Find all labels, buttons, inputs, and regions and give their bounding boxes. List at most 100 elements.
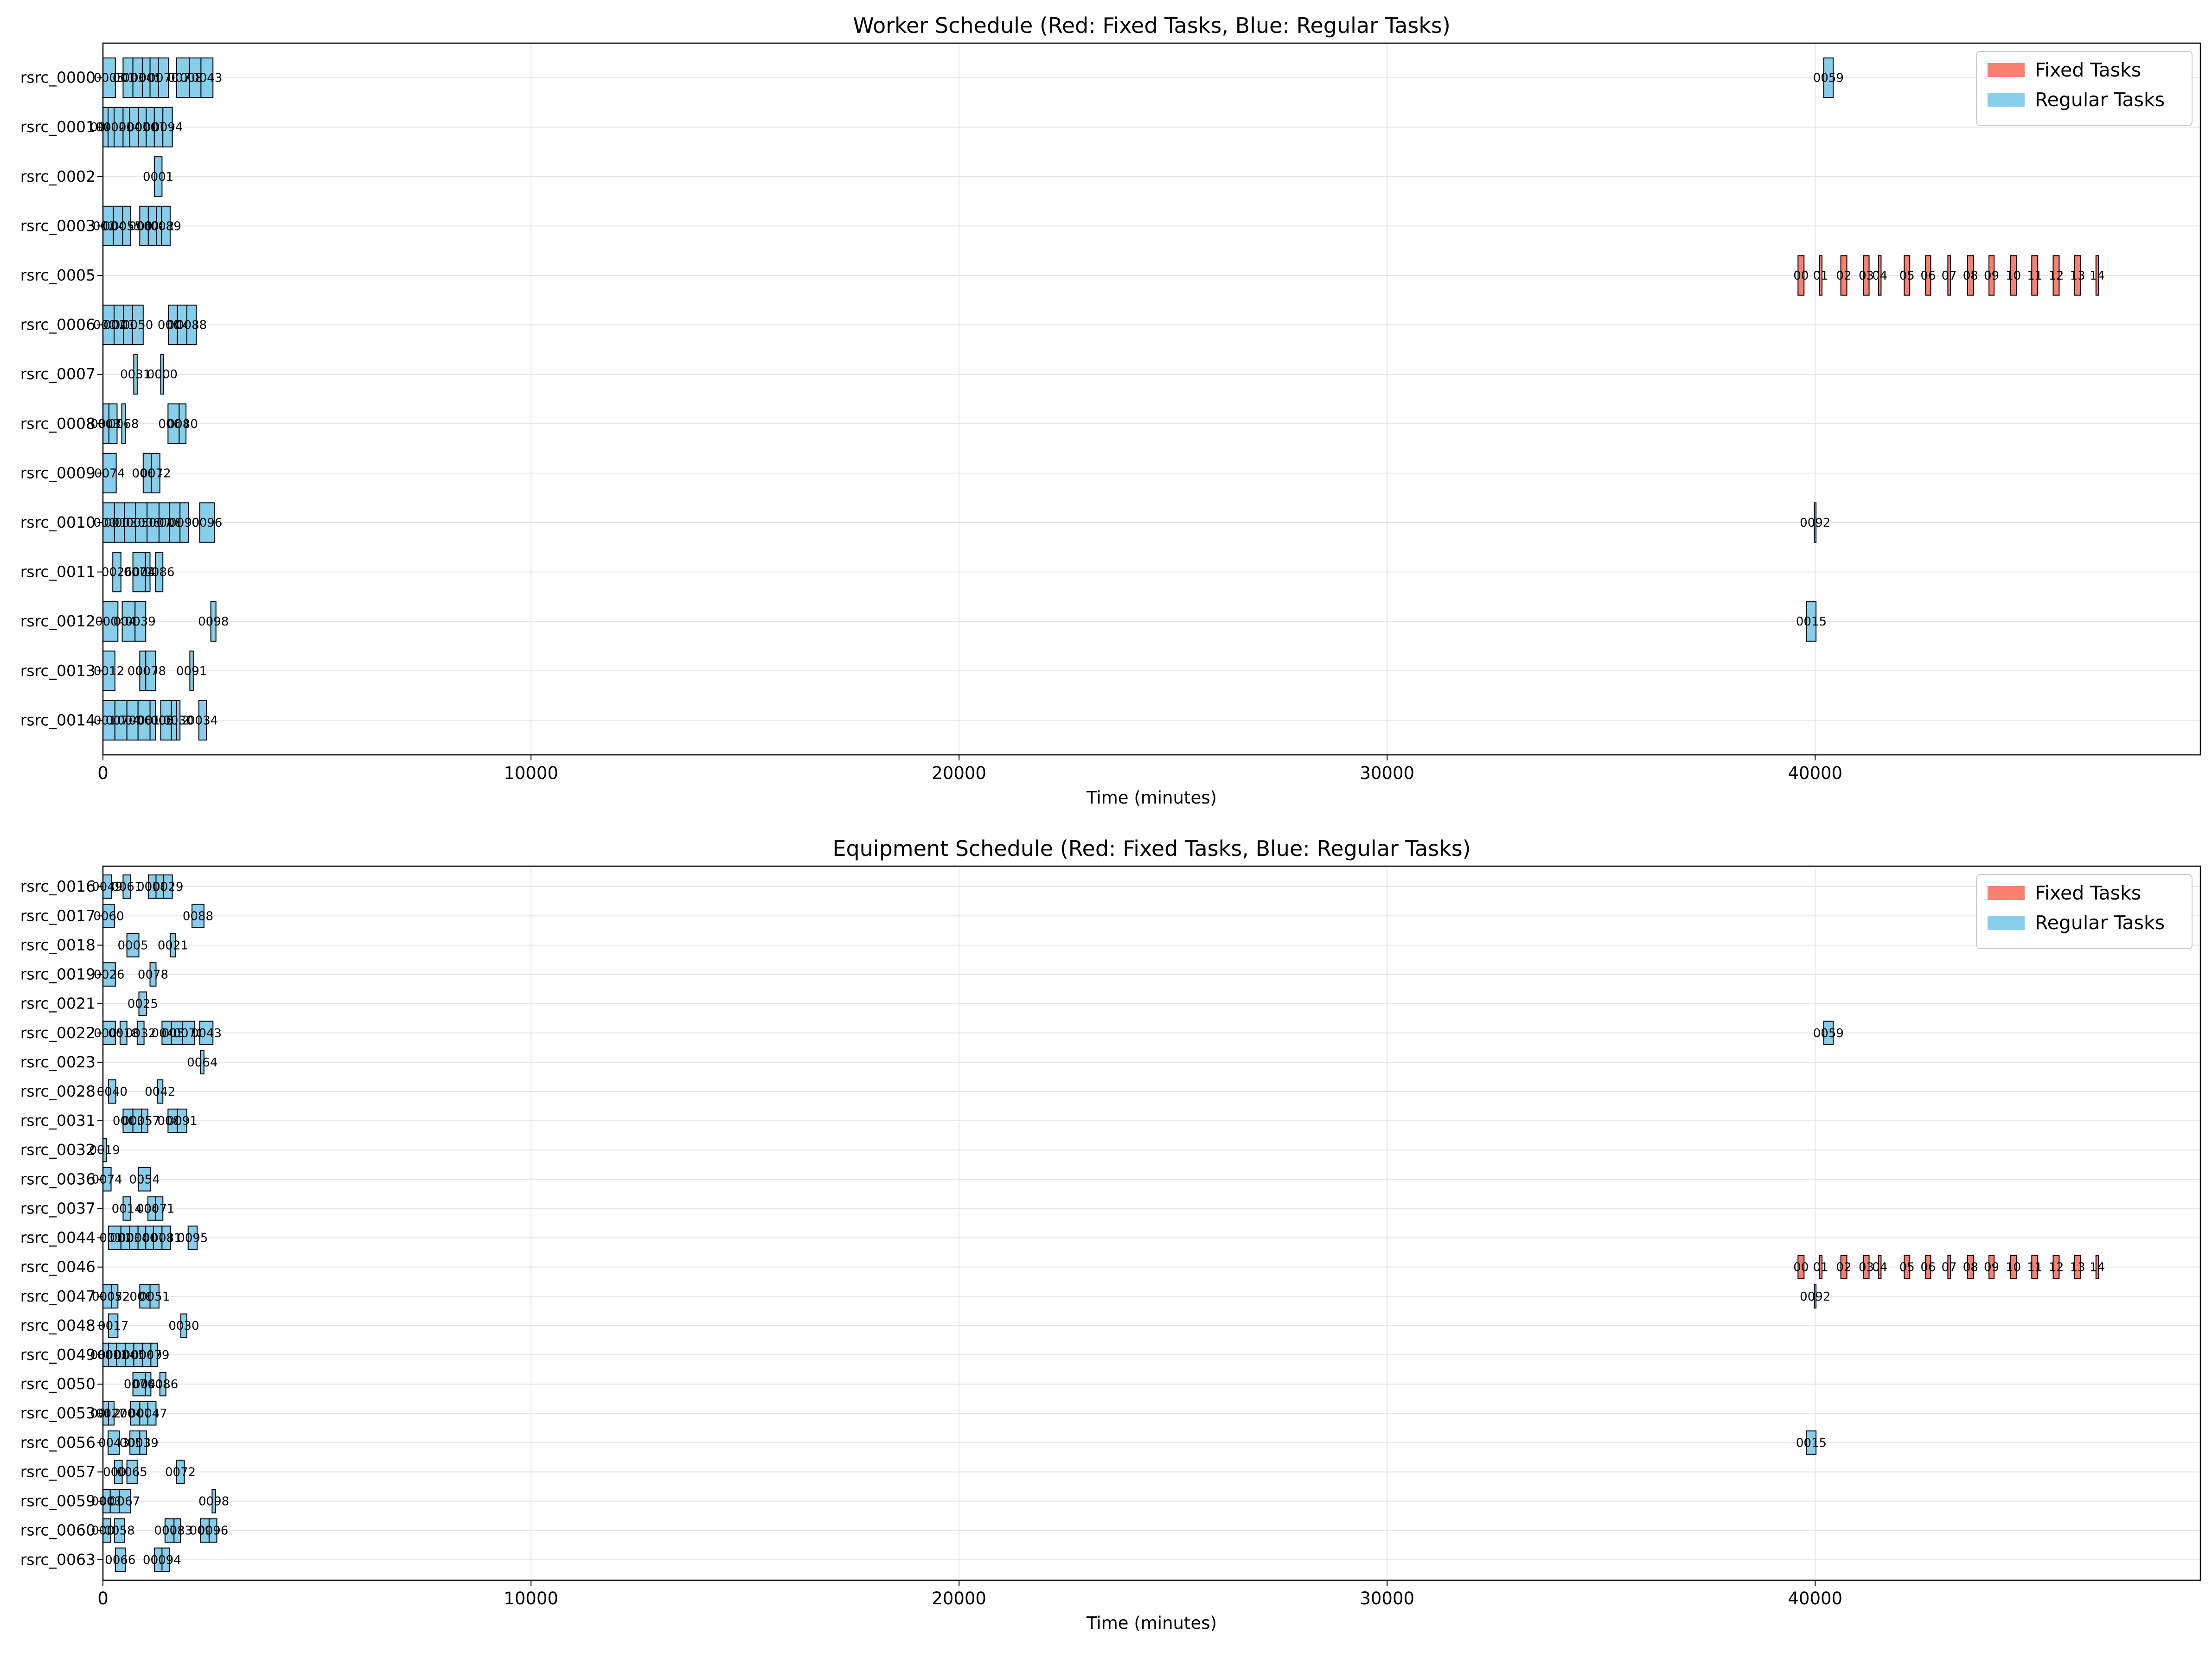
x-tick-label: 40000 <box>1788 1589 1842 1608</box>
task-label: 0078 <box>135 664 166 678</box>
task-label: 0091 <box>176 664 207 678</box>
regular-task-bar <box>210 601 217 642</box>
regular-task-bar <box>115 1547 126 1572</box>
regular-task-bar <box>149 1284 160 1309</box>
regular-task-bar <box>126 933 140 957</box>
fixed-task-bar <box>1840 1255 1848 1279</box>
regular-task-bar <box>179 502 189 543</box>
task-label: 08 <box>1963 1261 1978 1275</box>
y-tick-label: rsrc_0011 <box>20 563 96 581</box>
task-label: 09 <box>1984 1261 1999 1275</box>
task-label: 0092 <box>1800 1290 1830 1304</box>
regular-task-bar <box>199 502 215 543</box>
task-label: 0047 <box>137 1407 167 1421</box>
task-label: 06 <box>1920 1261 1936 1275</box>
regular-task-bar <box>102 453 117 494</box>
regular-task-bar <box>180 1313 187 1338</box>
task-label: 14 <box>2090 269 2105 283</box>
regular-task-bar <box>108 1401 115 1426</box>
fixed-task-bar <box>1797 1255 1805 1279</box>
fixed-task-bar <box>2074 255 2081 296</box>
task-label: 0026 <box>102 566 132 580</box>
regular-task-bar <box>161 205 171 247</box>
regular-task-bar <box>155 1196 164 1221</box>
regular-task-bar <box>211 1489 216 1513</box>
regular-task-bar <box>122 1196 131 1221</box>
regular-task-bar <box>102 651 115 691</box>
y-tick-label: rsrc_0046 <box>20 1258 96 1276</box>
task-label: 0059 <box>1813 1027 1844 1040</box>
regular-task-bar <box>149 962 157 987</box>
legend-swatch-fixed <box>1988 63 2025 77</box>
task-label: 0002 <box>90 1407 121 1421</box>
y-tick-label: rsrc_0006 <box>20 316 96 334</box>
task-label: 06 <box>1920 269 1936 283</box>
fixed-task-bar <box>2010 255 2017 296</box>
task-label: 0071 <box>144 1202 174 1216</box>
y-tick-label: rsrc_0008 <box>20 415 96 433</box>
task-label: 0004 <box>95 615 126 629</box>
fixed-task-bar <box>1988 1255 1995 1279</box>
task-label: 03 <box>1859 1261 1874 1275</box>
regular-task-bar <box>150 1342 158 1367</box>
y-tick-label: rsrc_0060 <box>20 1521 96 1539</box>
fixed-task-bar <box>1840 255 1848 296</box>
task-label: 0018 <box>108 1027 139 1040</box>
regular-task-bar <box>108 1430 120 1455</box>
y-tick-label: rsrc_0050 <box>20 1375 96 1393</box>
task-label: 0089 <box>151 219 181 233</box>
regular-task-bar <box>122 874 131 899</box>
task-label: 0001 <box>143 170 173 184</box>
task-label: 0054 <box>129 1173 160 1187</box>
y-tick-label: rsrc_0063 <box>20 1551 96 1569</box>
task-label: 0068 <box>108 417 139 431</box>
task-label: 0015 <box>1796 1436 1827 1450</box>
fixed-task-bar <box>2052 1255 2060 1279</box>
task-label: 0039 <box>128 1436 159 1450</box>
regular-task-bar <box>1806 1430 1817 1455</box>
y-tick-label: rsrc_0048 <box>20 1316 96 1334</box>
y-tick-label: rsrc_0057 <box>20 1462 96 1481</box>
task-label: 11 <box>2027 269 2042 283</box>
regular-task-bar <box>134 601 147 642</box>
task-label: 0065 <box>117 1465 147 1479</box>
task-label: 0025 <box>128 997 158 1011</box>
y-tick-label: rsrc_0009 <box>20 464 96 482</box>
x-tick-label: 20000 <box>932 763 986 783</box>
task-label: 0098 <box>198 1495 229 1509</box>
task-label: 0049 <box>92 880 122 894</box>
task-label: 0050 <box>122 319 153 332</box>
y-tick-label: rsrc_0012 <box>20 612 96 630</box>
regular-task-bar <box>122 205 131 247</box>
regular-task-bar <box>133 354 138 395</box>
regular-task-bar <box>108 1225 121 1250</box>
fixed-task-bar <box>2031 255 2039 296</box>
regular-task-bar <box>138 1167 151 1192</box>
regular-task-bar <box>112 551 121 593</box>
regular-task-bar <box>158 57 169 98</box>
task-label: 07 <box>1942 1261 1957 1275</box>
task-label: 0070 <box>148 71 179 85</box>
x-tick-label: 40000 <box>1788 763 1842 783</box>
task-label: 0091 <box>167 1114 198 1128</box>
regular-task-bar <box>176 700 181 741</box>
regular-task-bar <box>198 700 207 741</box>
y-tick-label: rsrc_0023 <box>20 1053 96 1071</box>
task-label: 0060 <box>93 909 124 923</box>
regular-task-bar <box>176 1460 185 1484</box>
task-label: 0079 <box>139 1348 169 1362</box>
x-tick-label: 30000 <box>1360 763 1414 783</box>
task-label: 0030 <box>163 714 193 728</box>
regular-task-bar <box>114 700 128 741</box>
y-tick-label: rsrc_0059 <box>20 1492 96 1510</box>
regular-task-bar <box>169 933 176 957</box>
task-label: 0000 <box>147 368 178 382</box>
task-label: 0094 <box>152 121 183 134</box>
y-tick-label: rsrc_0047 <box>20 1287 96 1305</box>
task-label: 05 <box>1899 1261 1915 1275</box>
y-tick-label: rsrc_0021 <box>20 995 96 1013</box>
legend-swatch-regular <box>1988 916 2025 930</box>
y-tick-label: rsrc_0031 <box>20 1111 96 1130</box>
fixed-task-bar <box>1819 255 1823 296</box>
